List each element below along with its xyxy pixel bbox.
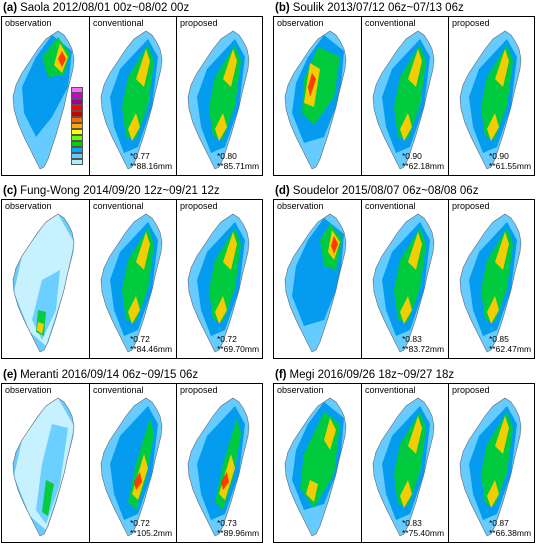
taiwan-map xyxy=(187,397,250,537)
legend-swatch xyxy=(71,159,83,165)
panel-e: (e) Meranti 2016/09/14 06z~09/15 06z obse… xyxy=(1,368,263,545)
conventional-map: conventional *0.77 **88.16mm xyxy=(89,17,175,175)
panel-c: (c) Fung-Wong 2014/09/20 12z~09/21 12z ob… xyxy=(1,184,263,361)
taiwan-map xyxy=(284,30,347,170)
legend-swatch xyxy=(71,93,83,99)
stats: *0.73 **89.96mm xyxy=(217,518,260,538)
conventional-map: conventional *0.83 **75.40mm xyxy=(361,384,447,542)
legend-swatch xyxy=(71,135,83,141)
panel-d: (d) Soudelor 2015/08/07 06z~08/08 06z obs… xyxy=(273,184,535,361)
stats: *0.90 **62.18mm xyxy=(402,151,445,171)
conventional-map: conventional *0.90 **62.18mm xyxy=(361,17,447,175)
conventional-map: conventional *0.72 **105.2mm xyxy=(89,384,175,542)
observation-map: observation xyxy=(2,200,88,358)
stats: *0.83 **83.72mm xyxy=(402,334,445,354)
panel-a: (a) Saola 2012/08/01 00z~08/02 00z observ… xyxy=(1,1,263,178)
taiwan-map xyxy=(100,397,163,537)
panel-title: (f) Megi 2016/09/26 18z~09/27 18z xyxy=(275,369,455,381)
panel-title: (b) Soulik 2013/07/12 06z~07/13 06z xyxy=(275,2,464,14)
proposed-map: proposed *0.73 **89.96mm xyxy=(176,384,262,542)
observation-map: observation xyxy=(274,17,360,175)
taiwan-map xyxy=(100,213,163,353)
panel-title: (e) Meranti 2016/09/14 06z~09/15 06z xyxy=(3,369,199,381)
stats: *0.90 **61.55mm xyxy=(489,151,532,171)
legend-swatch xyxy=(71,141,83,147)
panel-frame: observation conventional *0.72 **105.2mm … xyxy=(1,383,263,543)
panel-frame: observation conventional *0.83 **75.40mm … xyxy=(273,383,535,543)
panel-b: (b) Soulik 2013/07/12 06z~07/13 06z obser… xyxy=(273,1,535,178)
legend-swatch xyxy=(71,147,83,153)
observation-map: observation xyxy=(274,384,360,542)
taiwan-map xyxy=(372,397,435,537)
taiwan-map xyxy=(284,397,347,537)
legend-swatch xyxy=(71,87,83,93)
taiwan-map xyxy=(459,397,522,537)
observation-map: observation xyxy=(274,200,360,358)
panel-frame: observation conventional *0.77 **88.16mm … xyxy=(1,16,263,176)
conventional-map: conventional *0.83 **83.72mm xyxy=(361,200,447,358)
taiwan-map xyxy=(284,213,347,353)
legend-swatch xyxy=(71,117,83,123)
panel-title: (d) Soudelor 2015/08/07 06z~08/08 06z xyxy=(275,185,479,197)
legend-swatch xyxy=(71,153,83,159)
taiwan-map xyxy=(12,30,75,170)
panel-frame: observation conventional *0.72 **84.46mm … xyxy=(1,199,263,359)
taiwan-map xyxy=(100,30,163,170)
proposed-map: proposed *0.80 **85.71mm xyxy=(176,17,262,175)
stats: *0.87 **66.38mm xyxy=(489,518,532,538)
observation-map: observation xyxy=(2,17,88,175)
taiwan-map xyxy=(372,30,435,170)
legend-swatch xyxy=(71,105,83,111)
taiwan-map xyxy=(372,213,435,353)
stats: *0.72 **105.2mm xyxy=(130,518,173,538)
panel-title: (a) Saola 2012/08/01 00z~08/02 00z xyxy=(3,2,190,14)
legend-swatch xyxy=(71,111,83,117)
conventional-map: conventional *0.72 **84.46mm xyxy=(89,200,175,358)
taiwan-map xyxy=(12,213,75,353)
taiwan-map xyxy=(187,30,250,170)
taiwan-map xyxy=(12,397,75,537)
panel-f: (f) Megi 2016/09/26 18z~09/27 18z observa… xyxy=(273,368,535,545)
proposed-map: proposed *0.90 **61.55mm xyxy=(448,17,534,175)
panel-frame: observation conventional *0.83 **83.72mm … xyxy=(273,199,535,359)
observation-map: observation xyxy=(2,384,88,542)
stats: *0.72 **84.46mm xyxy=(130,334,173,354)
stats: *0.72 **69.70mm xyxy=(217,334,260,354)
proposed-map: proposed *0.72 **69.70mm xyxy=(176,200,262,358)
stats: *0.85 **62.47mm xyxy=(489,334,532,354)
taiwan-map xyxy=(459,213,522,353)
legend-swatch xyxy=(71,99,83,105)
taiwan-map xyxy=(187,213,250,353)
stats: *0.83 **75.40mm xyxy=(402,518,445,538)
stats: *0.80 **85.71mm xyxy=(217,151,260,171)
color-legend xyxy=(71,87,83,165)
stats: *0.77 **88.16mm xyxy=(130,151,173,171)
legend-swatch xyxy=(71,129,83,135)
panel-frame: observation conventional *0.90 **62.18mm … xyxy=(273,16,535,176)
legend-swatch xyxy=(71,123,83,129)
proposed-map: proposed *0.87 **66.38mm xyxy=(448,384,534,542)
panel-title: (c) Fung-Wong 2014/09/20 12z~09/21 12z xyxy=(3,185,220,197)
taiwan-map xyxy=(459,30,522,170)
proposed-map: proposed *0.85 **62.47mm xyxy=(448,200,534,358)
